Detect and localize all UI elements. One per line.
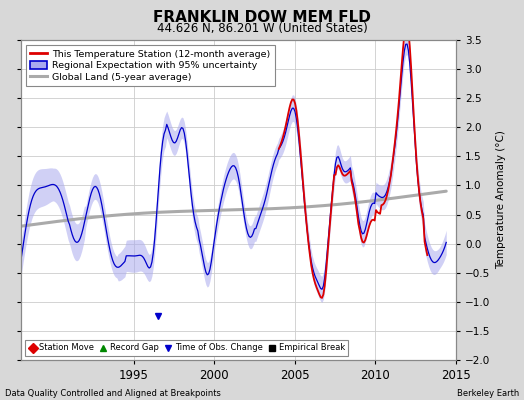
Text: Data Quality Controlled and Aligned at Breakpoints: Data Quality Controlled and Aligned at B… — [5, 389, 221, 398]
Text: 44.626 N, 86.201 W (United States): 44.626 N, 86.201 W (United States) — [157, 22, 367, 35]
Text: FRANKLIN DOW MEM FLD: FRANKLIN DOW MEM FLD — [153, 10, 371, 25]
Y-axis label: Temperature Anomaly (°C): Temperature Anomaly (°C) — [496, 130, 506, 270]
Text: Berkeley Earth: Berkeley Earth — [456, 389, 519, 398]
Legend: Station Move, Record Gap, Time of Obs. Change, Empirical Break: Station Move, Record Gap, Time of Obs. C… — [25, 340, 348, 356]
